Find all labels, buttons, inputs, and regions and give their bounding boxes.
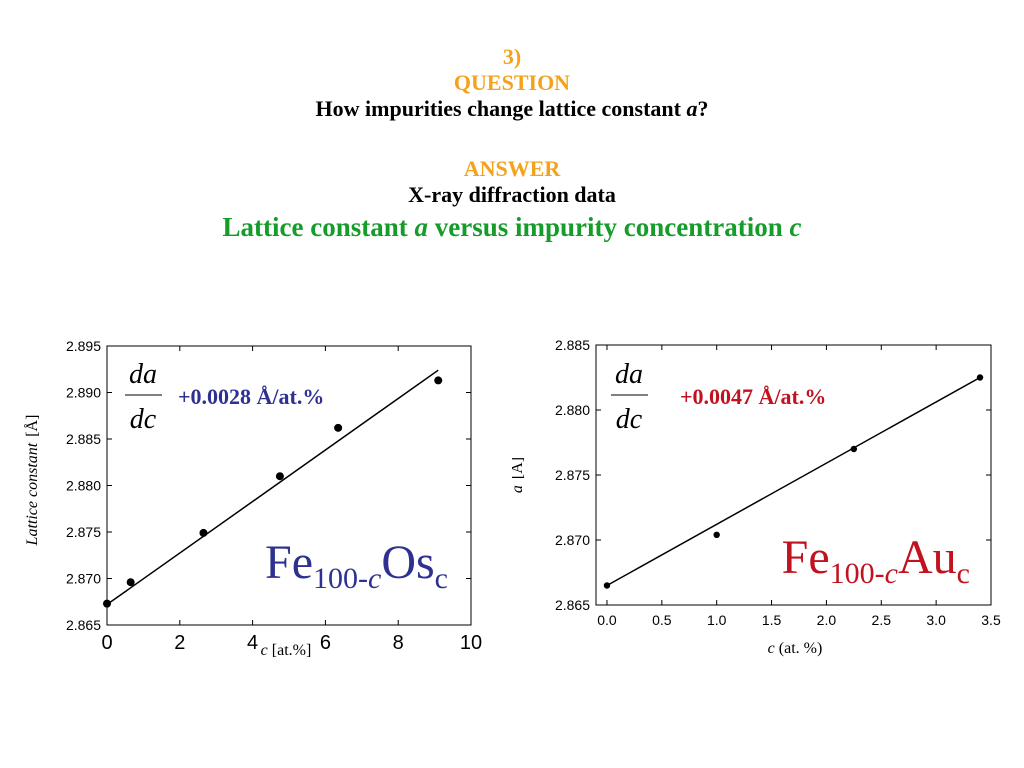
x-tick-label: 4 [247, 632, 258, 654]
y-axis-label-var: Lattice constant [24, 442, 41, 546]
derivative-numerator: da [615, 359, 643, 390]
data-point [126, 578, 135, 587]
x-axis-label: c [at.%] [261, 642, 312, 659]
question-var: a [686, 96, 698, 121]
y-tick-label: 2.880 [555, 402, 590, 418]
alloy-base: Fe [782, 531, 830, 584]
data-point [334, 423, 343, 432]
subtitle: Lattice constant a versus impurity conce… [0, 210, 1024, 244]
alloy-sub-1: 100- [313, 562, 368, 595]
x-axis-label-unit: [at.%] [272, 642, 312, 659]
data-point [275, 472, 284, 481]
y-tick-label: 2.865 [66, 617, 101, 633]
y-axis-label: Lattice constant [Å] [23, 415, 41, 547]
chart-marks: 0 2 4 6 8 10 2.865 2.870 2.875 2.880 2.885 2.890 2.8… [66, 338, 482, 654]
x-tick-label: 0.5 [652, 612, 672, 628]
x-tick-label: 10 [460, 632, 482, 654]
question-mark: ? [697, 96, 709, 121]
x-axis-label-var: c [261, 642, 268, 659]
answer-heading: ANSWER [463, 156, 561, 181]
slope-label: +0.0028 Å/at.% [178, 384, 324, 409]
derivative-denominator: dc [130, 404, 157, 435]
y-tick-label: 2.870 [555, 532, 590, 548]
slide-number: 3) [502, 44, 522, 69]
y-axis-label: a [Å] [512, 457, 526, 493]
data-point [713, 531, 720, 538]
y-tick-label: 2.885 [555, 337, 590, 353]
x-tick-label: 6 [320, 632, 331, 654]
x-tick-label: 3.5 [981, 612, 1001, 628]
subtitle-var1: a [414, 212, 429, 242]
y-tick-label: 2.885 [66, 431, 101, 447]
x-tick-label: 1.0 [707, 612, 727, 628]
y-tick-label: 2.880 [66, 478, 101, 494]
data-point [199, 528, 208, 537]
x-tick-label: 0.0 [597, 612, 617, 628]
subtitle-var2: c [789, 212, 802, 242]
data-point [434, 376, 443, 385]
y-axis-label-unit: [Å] [512, 457, 526, 479]
y-axis-label-unit: [Å] [23, 415, 41, 437]
chart-marks: 0.0 0.5 1.0 1.5 2.0 2.5 3.0 3.5 2.865 2.870 2.875 2… [555, 337, 1001, 628]
y-tick-label: 2.870 [66, 571, 101, 587]
x-tick-label: 2.0 [817, 612, 837, 628]
y-tick-label: 2.875 [555, 467, 590, 483]
alloy-sub-2: c [435, 562, 448, 595]
x-tick-label: 2.5 [872, 612, 892, 628]
alloy-formula: Fe100-cOsc [265, 536, 448, 595]
y-tick-label: 2.875 [66, 524, 101, 540]
answer-text: X-ray diffraction data [408, 182, 616, 207]
alloy-element: Au [898, 531, 957, 584]
alloy-element: Os [381, 536, 434, 589]
y-tick-label: 2.890 [66, 385, 101, 401]
x-tick-label: 8 [393, 632, 404, 654]
chart-fe-au: 0.0 0.5 1.0 1.5 2.0 2.5 3.0 3.5 2.865 2.870 2.875 2… [512, 337, 1001, 657]
question-line: How impurities change lattice constant a… [0, 96, 1024, 122]
fit-line [606, 376, 981, 587]
alloy-base: Fe [265, 536, 313, 589]
alloy-sub-2: c [957, 557, 970, 590]
alloy-sub-var: c [368, 562, 381, 595]
derivative-denominator: dc [616, 404, 643, 435]
data-point [976, 374, 984, 381]
question-heading: QUESTION [453, 70, 571, 95]
x-axis-label-var: c [768, 640, 775, 657]
x-tick-label: 0 [101, 632, 112, 654]
y-axis-label-var: a [512, 485, 526, 493]
alloy-formula: Fe100-cAuc [782, 531, 970, 590]
subtitle-part2: versus impurity concentration [434, 212, 783, 242]
x-axis-label: c (at. %) [768, 640, 823, 657]
fit-line [106, 369, 439, 606]
alloy-sub-var: c [885, 557, 898, 590]
x-tick-label: 1.5 [762, 612, 782, 628]
data-point [850, 445, 858, 453]
derivative-numerator: da [129, 359, 157, 390]
x-axis-label-unit: (at. %) [779, 640, 823, 657]
data-point [603, 582, 611, 589]
y-tick-label: 2.895 [66, 338, 101, 354]
alloy-sub-1: 100- [830, 557, 885, 590]
x-tick-label: 2 [174, 632, 185, 654]
question-text: How impurities change lattice constant [315, 96, 681, 121]
slide-header: 3) QUESTION How impurities change lattic… [0, 44, 1024, 244]
data-point [103, 599, 111, 608]
subtitle-part1: Lattice constant [222, 212, 408, 242]
chart-fe-os: 0 2 4 6 8 10 2.865 2.870 2.875 2.880 2.885 2.890 2.8… [23, 338, 482, 659]
x-tick-label: 3.0 [926, 612, 946, 628]
slope-label: +0.0047 Å/at.% [680, 384, 826, 409]
y-tick-label: 2.865 [555, 597, 590, 613]
